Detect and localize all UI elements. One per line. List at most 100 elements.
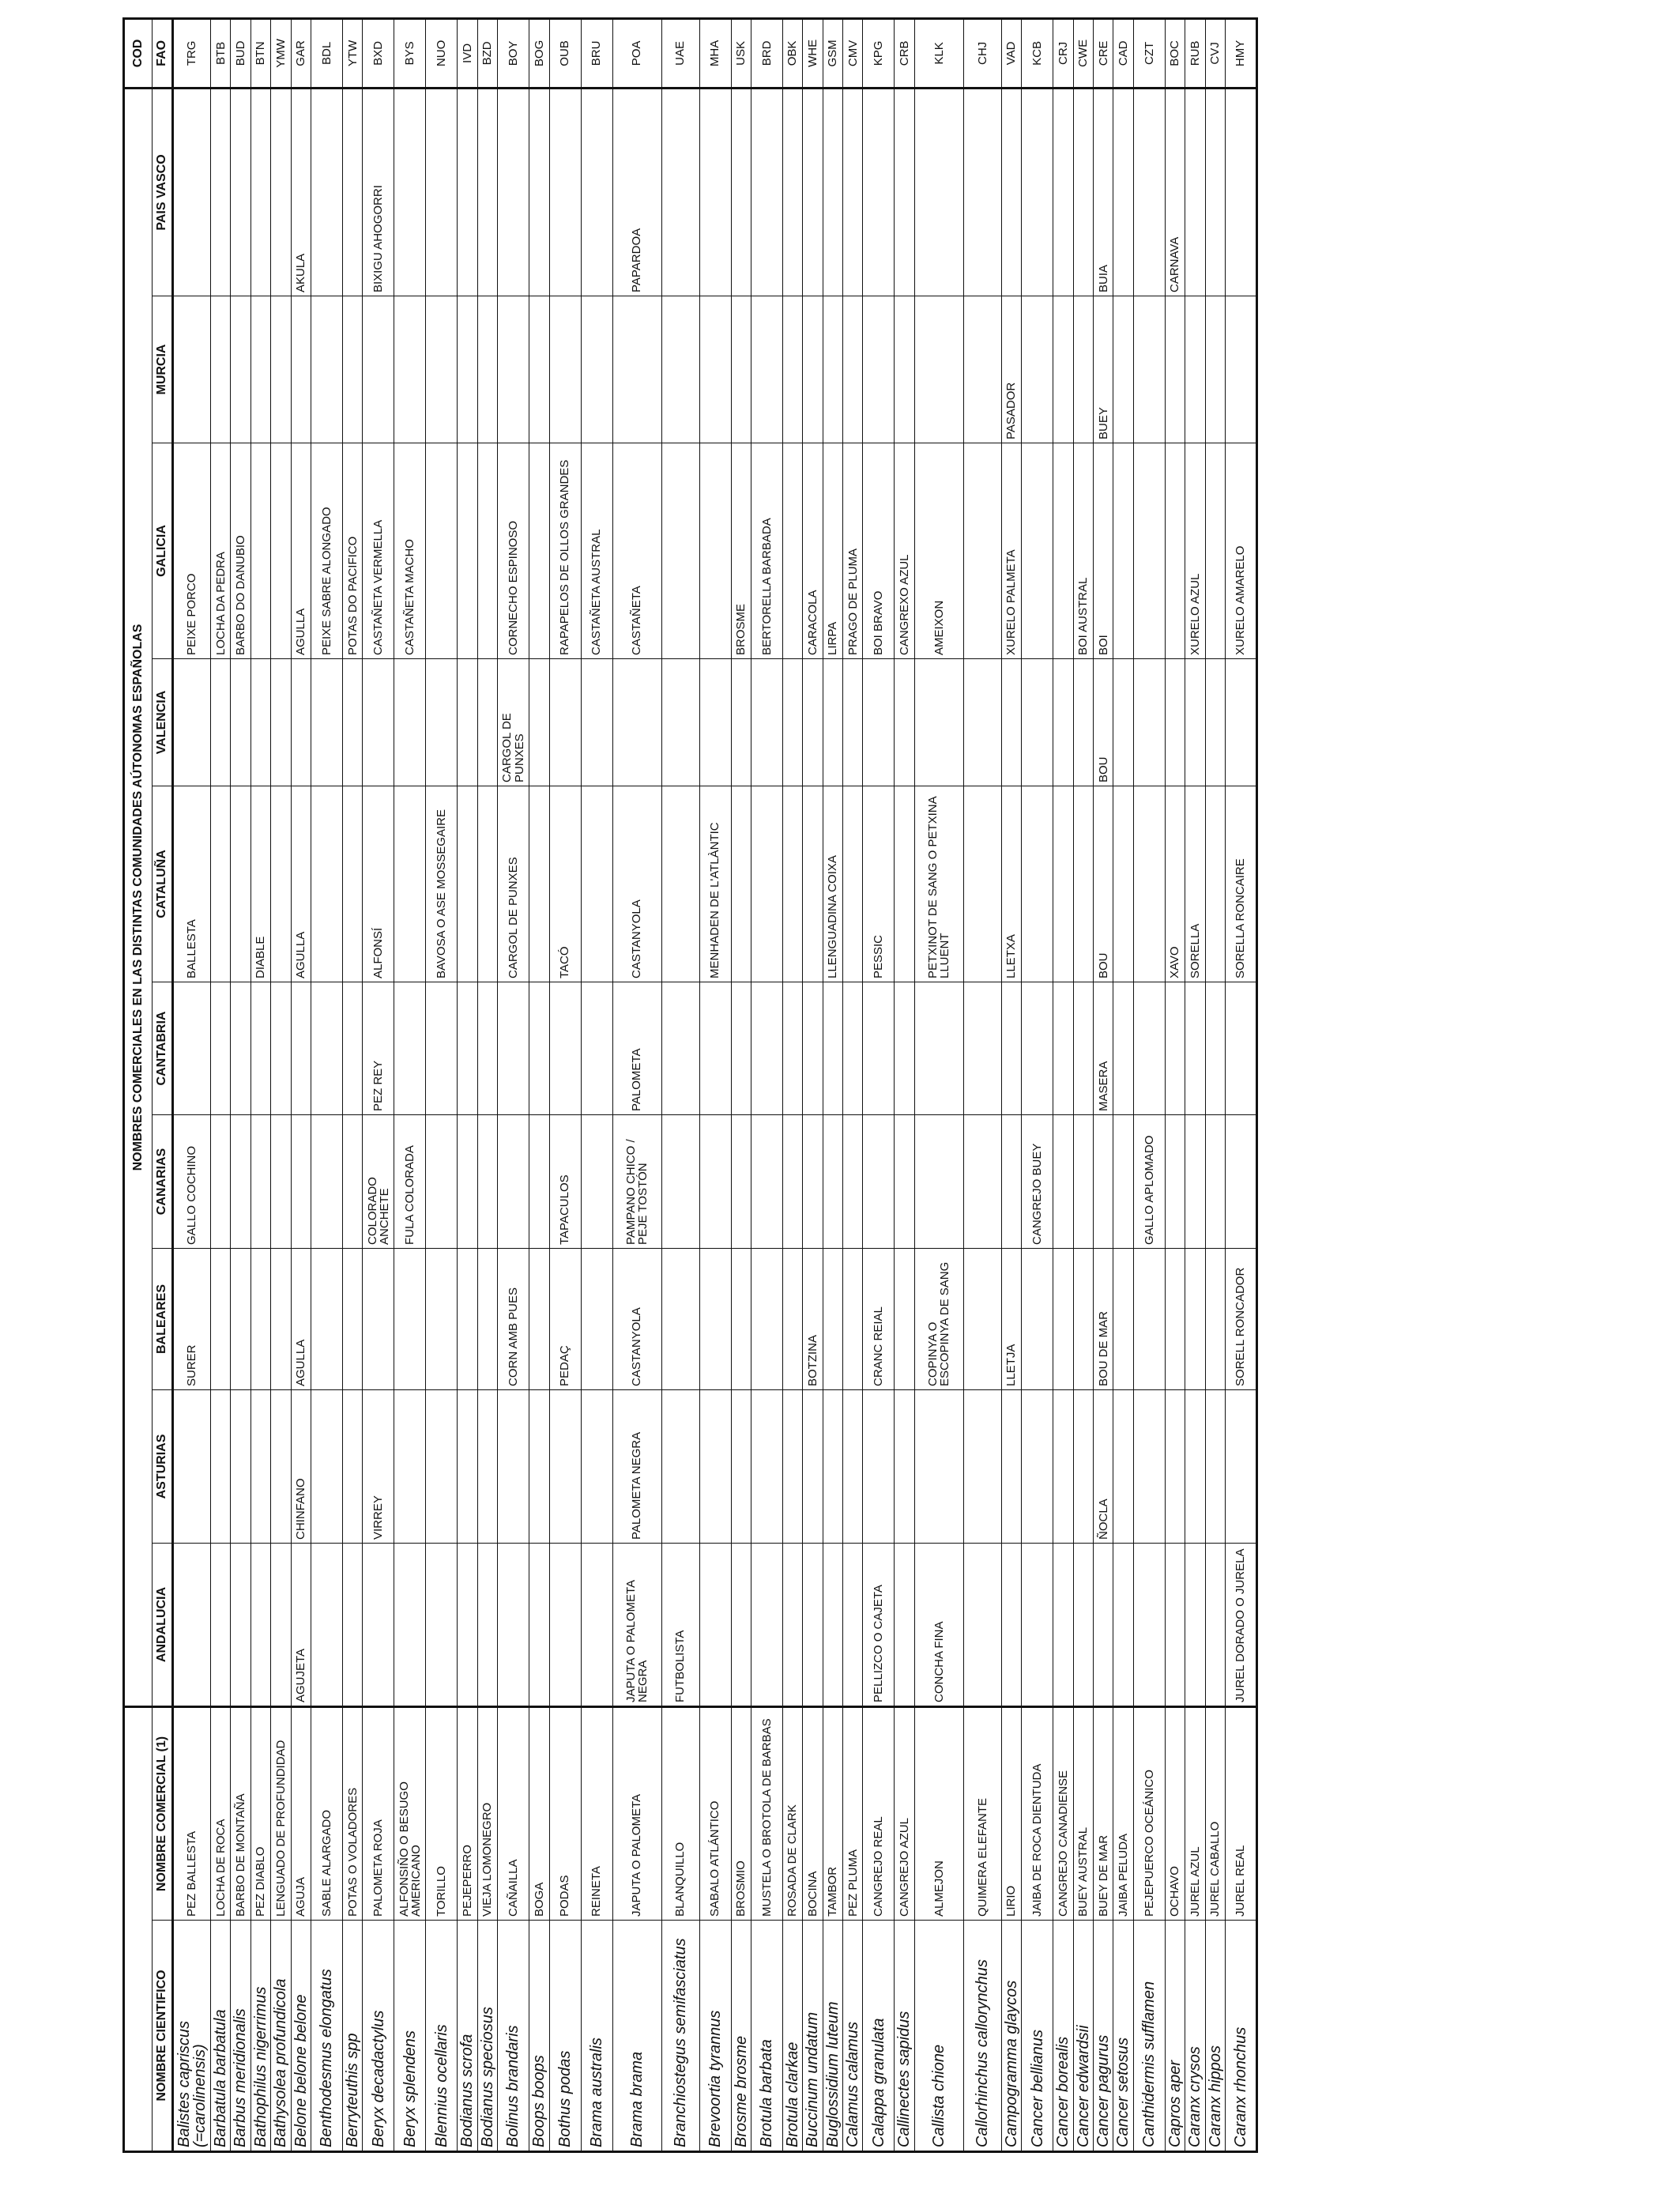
cell-asturias: PALOMETA NEGRA: [612, 1389, 662, 1544]
cell-fao: IVD: [457, 18, 478, 89]
cell-fao: TRG: [172, 18, 211, 89]
cell-fao: KCB: [1021, 18, 1053, 89]
cell-cataluna: SORELLA RONCAIRE: [1225, 786, 1257, 982]
cell-cantabria: [894, 982, 915, 1115]
cell-andalucia: CONCHA FINA: [914, 1543, 964, 1707]
cell-canarias: COLORADO ANCHETE: [362, 1114, 394, 1249]
cell-asturias: [894, 1389, 915, 1544]
cell-galicia: XURELO AZUL: [1185, 443, 1206, 659]
cell-valencia: [270, 658, 292, 786]
cell-valencia: [1053, 658, 1074, 786]
cell-asturias: [782, 1389, 803, 1544]
cell-baleares: [581, 1248, 613, 1390]
cell-cataluna: [661, 786, 700, 982]
cell-baleares: [425, 1248, 458, 1390]
cell-commercial-name: PEZ PLUMA: [842, 1706, 863, 1921]
cell-andalucia: PELLIZCO O CAJETA: [862, 1543, 895, 1707]
cell-andalucia: [842, 1543, 863, 1707]
cell-galicia: [1133, 443, 1166, 659]
cell-scientific-name: Buccinum undatum: [802, 1920, 823, 2152]
cell-andalucia: [394, 1543, 426, 1707]
column-header-valencia: VALENCIA: [152, 658, 173, 786]
cell-andalucia: AGUJETA: [291, 1543, 311, 1707]
cell-murcia: [1133, 296, 1166, 443]
table-row: Blennius ocellaris TORILLO BAVOSA O ASE MO…: [425, 18, 458, 2152]
cell-valencia: [230, 658, 251, 786]
cell-andalucia: JAPUTA O PALOMETA NEGRA: [612, 1543, 662, 1707]
cell-pais-vasco: [311, 88, 343, 296]
cell-valencia: [291, 658, 311, 786]
cell-asturias: [751, 1389, 783, 1544]
cell-asturias: [731, 1389, 751, 1544]
cell-valencia: [529, 658, 550, 786]
table-row: Calamus calamus PEZ PLUMA PRAGO DE PLUMA CM…: [842, 18, 863, 2152]
cell-canarias: [581, 1114, 613, 1249]
cell-scientific-name: Bathophilus nigerrimus: [250, 1920, 271, 2152]
table-row: Benthodesmus elongatus SABLE ALARGADO PEIX…: [311, 18, 343, 2152]
cell-fao: CZT: [1133, 18, 1166, 89]
column-header-andalucia: ANDALUCIA: [152, 1543, 173, 1707]
cell-galicia: CASTAÑETA: [612, 443, 662, 659]
cell-asturias: [699, 1389, 732, 1544]
cell-commercial-name: OCHAVO: [1165, 1706, 1185, 1921]
cell-asturias: ÑOCLA: [1093, 1389, 1113, 1544]
cell-canarias: TAPACULOS: [549, 1114, 582, 1249]
cell-pais-vasco: [823, 88, 843, 296]
main-title: NOMBRES COMERCIALES EN LAS DISTINTAS COM…: [123, 88, 153, 1707]
cell-pais-vasco: BUIA: [1093, 88, 1113, 296]
cell-galicia: [1053, 443, 1074, 659]
cell-valencia: [549, 658, 582, 786]
cell-canarias: [1165, 1114, 1185, 1249]
cell-galicia: BROSME: [731, 443, 751, 659]
cell-murcia: PASADOR: [1001, 296, 1022, 443]
cell-andalucia: [1113, 1543, 1134, 1707]
cell-murcia: [342, 296, 363, 443]
cell-galicia: [425, 443, 458, 659]
cell-canarias: [250, 1114, 271, 1249]
cell-fao: GSM: [823, 18, 843, 89]
cell-commercial-name: VIEJA LOMONEGRO: [477, 1706, 498, 1921]
cell-scientific-name: Blennius ocellaris: [425, 1920, 458, 2152]
cell-andalucia: [751, 1543, 783, 1707]
table-row: Brama brama JAPUTA O PALOMETA JAPUTA O PAL…: [612, 18, 662, 2152]
cell-cataluna: [342, 786, 363, 982]
cell-cantabria: [529, 982, 550, 1115]
cell-commercial-name: POTAS O VOLADORES: [342, 1706, 363, 1921]
cell-canarias: [751, 1114, 783, 1249]
cell-asturias: [250, 1389, 271, 1544]
cell-commercial-name: JUREL AZUL: [1185, 1706, 1206, 1921]
cell-canarias: GALLO COCHINO: [172, 1114, 211, 1249]
cell-cataluna: [394, 786, 426, 982]
cell-pais-vasco: [963, 88, 1002, 296]
cell-valencia: [1021, 658, 1053, 786]
cell-cantabria: [497, 982, 529, 1115]
cell-galicia: BOI AUSTRAL: [1073, 443, 1094, 659]
table-row: Caranx crysos JUREL AZUL SORELLA XURELO AZU…: [1185, 18, 1206, 2152]
cell-cataluna: DIABLE: [250, 786, 271, 982]
cell-baleares: [1113, 1248, 1134, 1390]
cell-cantabria: [963, 982, 1002, 1115]
table-row: Brevoortia tyrannus SABALO ATLÁNTICO MENHA…: [699, 18, 732, 2152]
cell-cantabria: PALOMETA: [612, 982, 662, 1115]
cell-galicia: CARACOLA: [802, 443, 823, 659]
cell-galicia: [477, 443, 498, 659]
cell-murcia: [612, 296, 662, 443]
cell-scientific-name: Callorhinchus callorynchus: [963, 1920, 1002, 2152]
cell-galicia: BOI BRAVO: [862, 443, 895, 659]
cell-asturias: [311, 1389, 343, 1544]
cell-andalucia: [477, 1543, 498, 1707]
cell-commercial-name: CANGREJO AZUL: [894, 1706, 915, 1921]
cell-fao: CRB: [894, 18, 915, 89]
column-header-commercial-name: NOMBRE COMERCIAL (1): [152, 1706, 173, 1921]
table-row: Cancer bellianus JAIBA DE ROCA DIENTUDA CA…: [1021, 18, 1053, 2152]
cell-galicia: BERTORELLA BARBADA: [751, 443, 783, 659]
cell-cantabria: [549, 982, 582, 1115]
cell-scientific-name: Caranx crysos: [1185, 1920, 1206, 2152]
cell-commercial-name: PEZ DIABLO: [250, 1706, 271, 1921]
cell-commercial-name: AGUJA: [291, 1706, 311, 1921]
cell-cantabria: [425, 982, 458, 1115]
cell-andalucia: JUREL DORADO O JURELA: [1225, 1543, 1257, 1707]
cell-cataluna: BOU: [1093, 786, 1113, 982]
cell-baleares: [1021, 1248, 1053, 1390]
cell-cataluna: [782, 786, 803, 982]
